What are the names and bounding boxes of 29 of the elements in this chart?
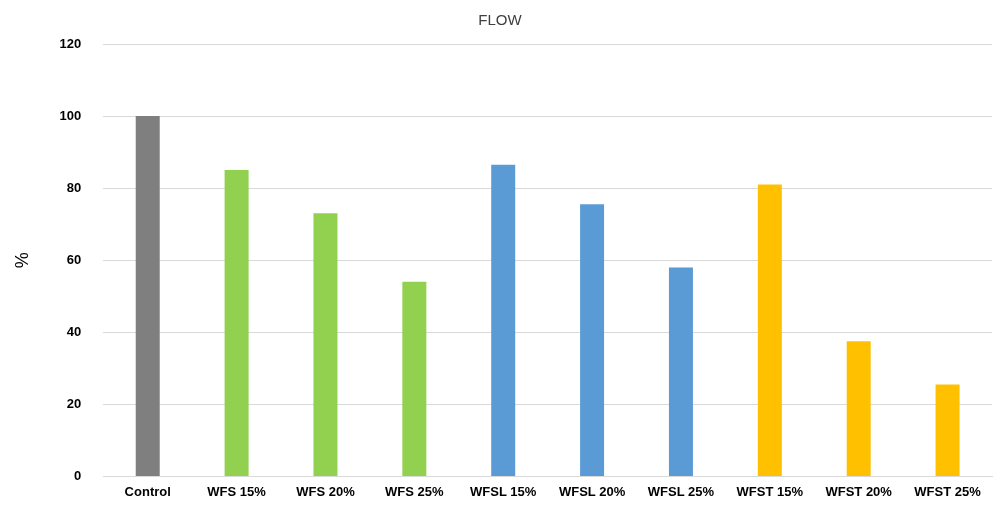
bar <box>935 384 960 476</box>
x-tick-label: WFST 20% <box>825 483 893 499</box>
bar <box>224 170 249 476</box>
x-tick-label: WFS 20% <box>296 483 356 499</box>
bar <box>757 184 782 476</box>
y-tick-label: 120 <box>59 35 82 51</box>
y-tick-label: 40 <box>66 323 82 339</box>
x-tick-label: Control <box>124 483 171 499</box>
x-tick-label: WFS 15% <box>207 483 267 499</box>
chart-title: FLOW <box>478 11 523 29</box>
y-tick-label: 60 <box>66 251 82 267</box>
x-tick-label: WFST 15% <box>736 483 804 499</box>
bar <box>402 281 427 476</box>
y-tick-label: 80 <box>66 179 82 195</box>
y-axis-title: % <box>11 252 32 269</box>
x-tick-label: WFST 25% <box>914 483 982 499</box>
bar <box>135 116 160 476</box>
y-tick-label: 100 <box>59 107 82 123</box>
bar <box>846 341 871 476</box>
bar <box>668 267 693 476</box>
y-tick-label: 20 <box>66 395 82 411</box>
x-tick-label: WFSL 20% <box>558 483 626 499</box>
bar <box>491 164 516 476</box>
bar <box>580 204 605 476</box>
y-tick-label: 0 <box>74 467 82 483</box>
x-tick-label: WFSL 25% <box>647 483 715 499</box>
x-tick-label: WFS 25% <box>385 483 445 499</box>
bar <box>313 213 338 476</box>
x-tick-label: WFSL 15% <box>470 483 537 499</box>
